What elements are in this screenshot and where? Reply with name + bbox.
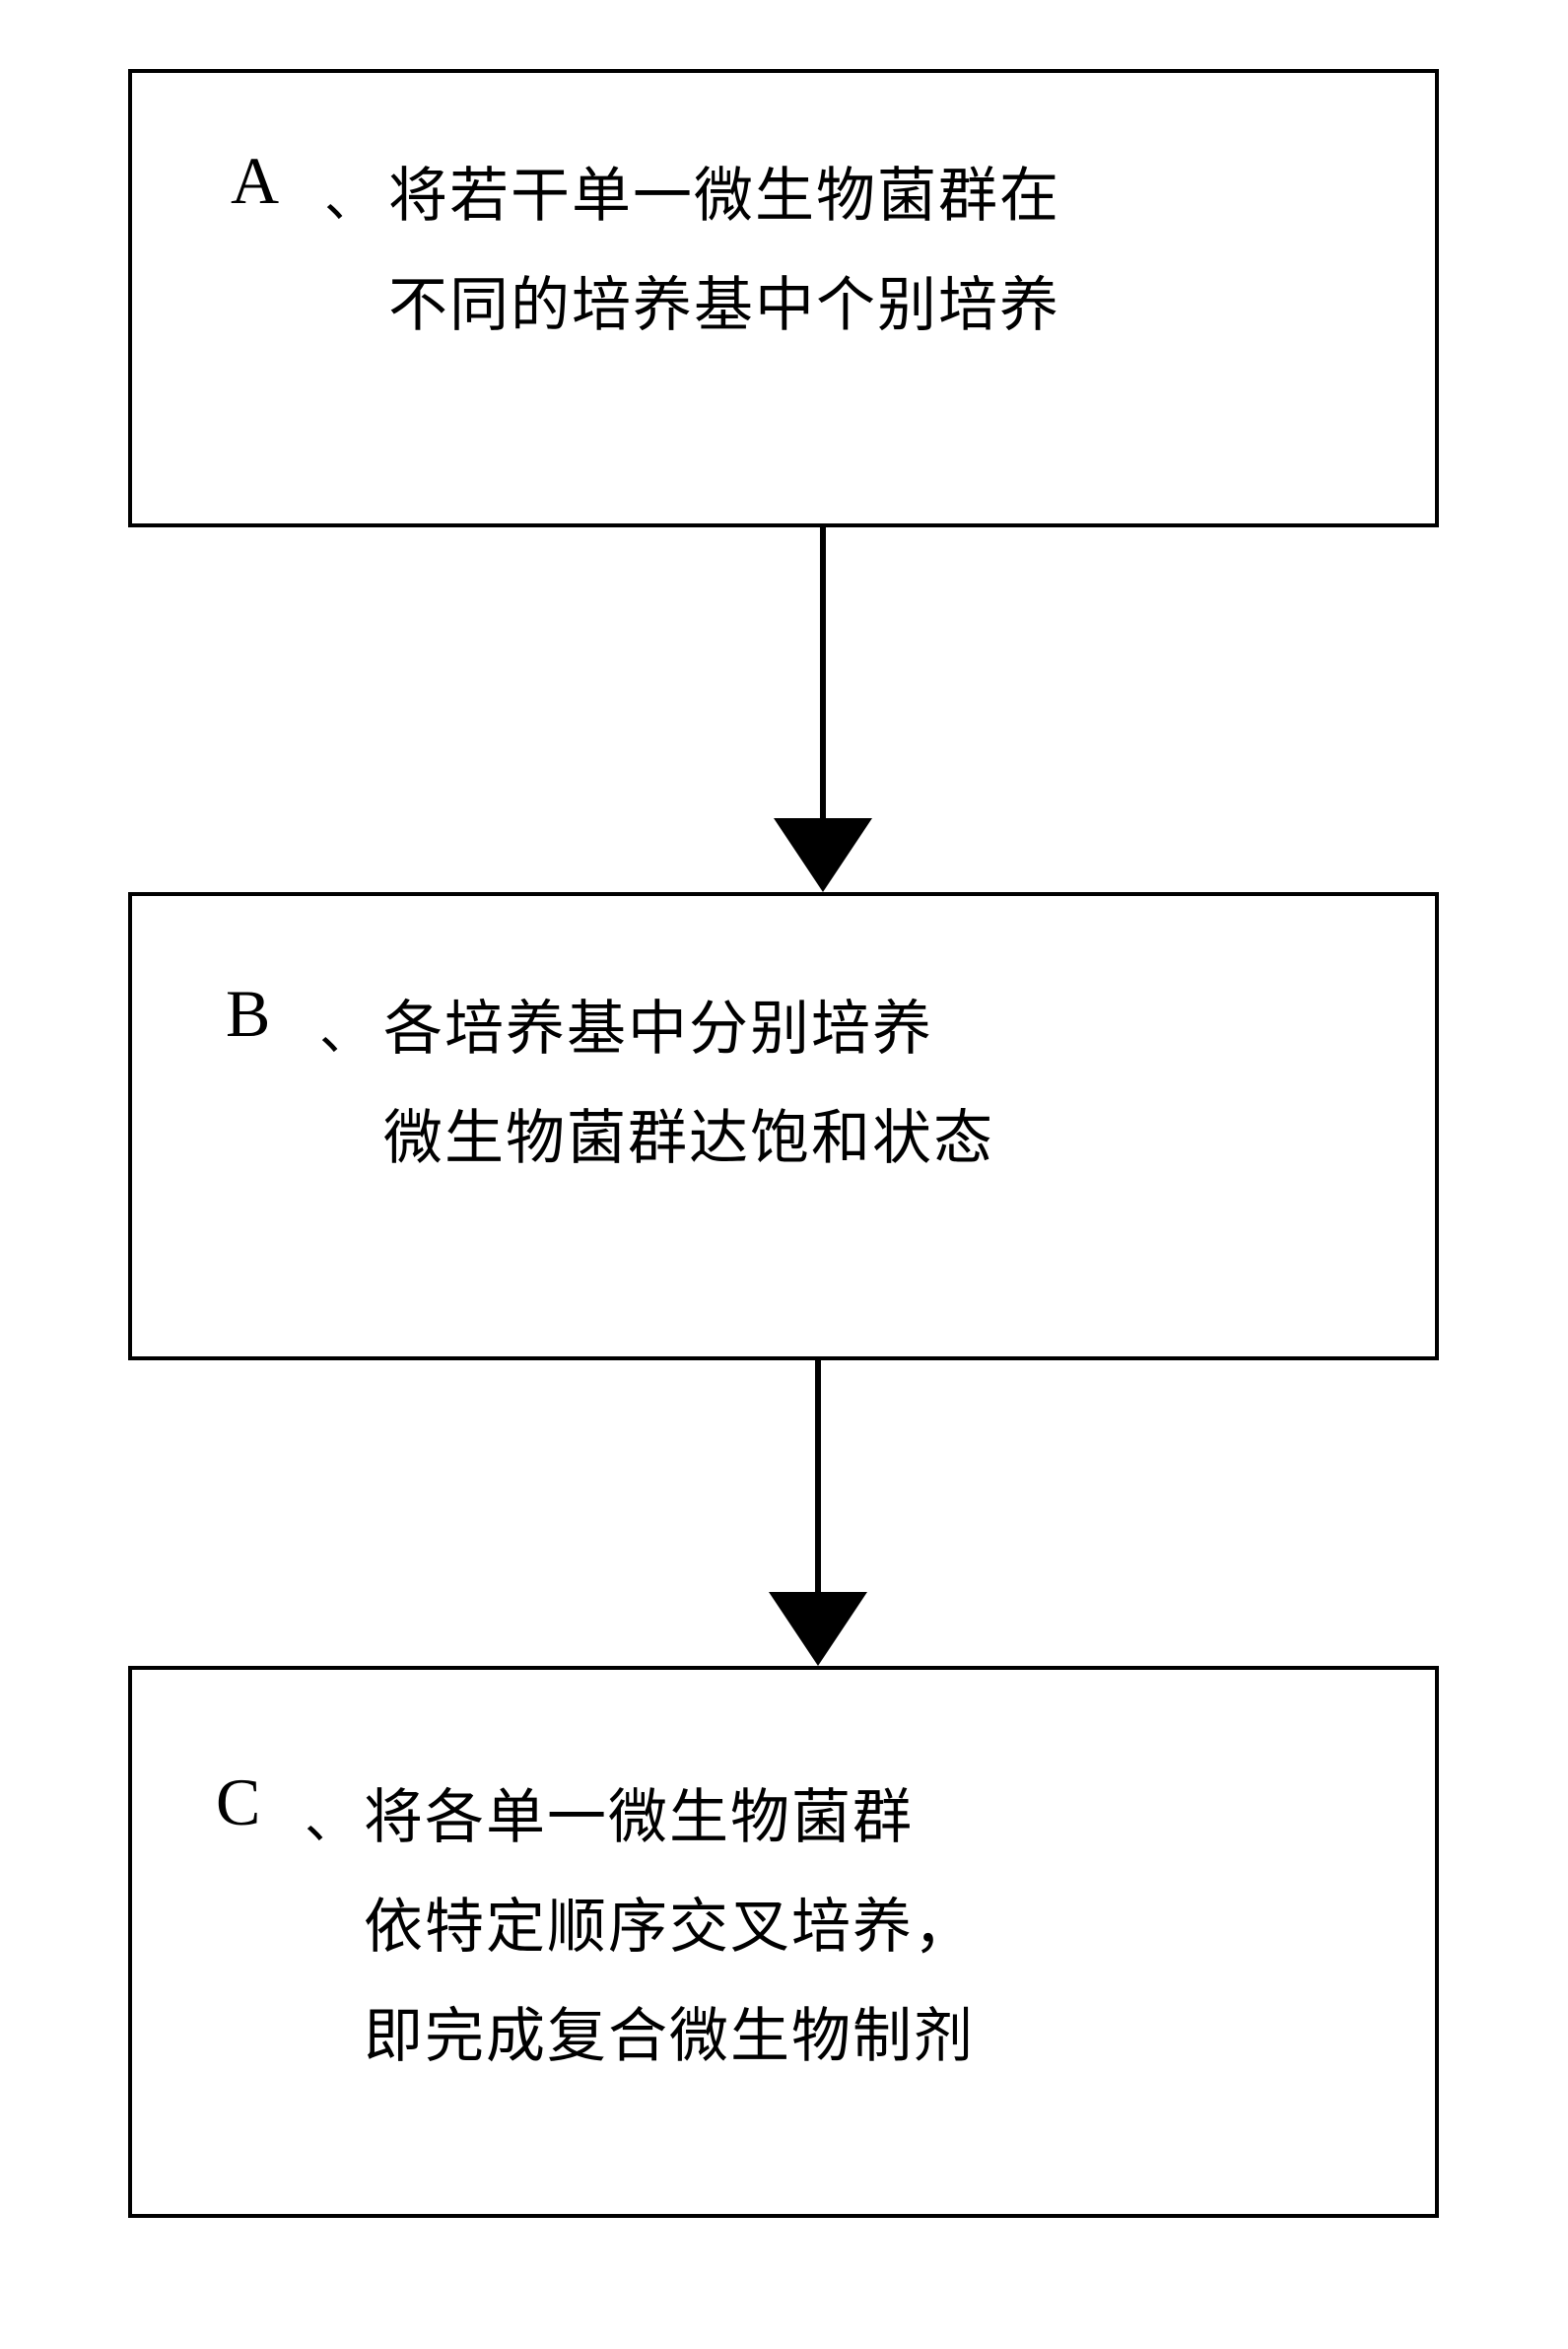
step-separator-b: 、 [319, 987, 373, 1065]
step-c-line1: 将各单一微生物菌群 [364, 1763, 975, 1873]
step-a-line2: 不同的培养基中个别培养 [388, 251, 1060, 361]
arrow-a-to-b [168, 527, 1478, 892]
step-b-line2: 微生物菌群达饱和状态 [383, 1084, 994, 1194]
arrow-head-icon [774, 818, 872, 892]
step-c-line3: 即完成复合微生物制剂 [364, 1982, 975, 2092]
step-text-c: 将各单一微生物菌群 依特定顺序交叉培养， 即完成复合微生物制剂 [364, 1763, 975, 2092]
step-label-b: B [226, 975, 270, 1053]
step-separator-a: 、 [324, 154, 377, 232]
arrow-shaft [815, 1360, 821, 1592]
step-text-a: 将若干单一微生物菌群在 不同的培养基中个别培养 [388, 142, 1060, 361]
step-a-line1: 将若干单一微生物菌群在 [388, 142, 1060, 251]
arrow-shaft [820, 527, 826, 818]
flow-step-a: A 、 将若干单一微生物菌群在 不同的培养基中个别培养 [128, 69, 1439, 527]
arrow-b-to-c [163, 1360, 1473, 1666]
step-label-c: C [216, 1763, 260, 1841]
step-label-a: A [231, 142, 279, 220]
step-text-b: 各培养基中分别培养 微生物菌群达饱和状态 [383, 975, 994, 1194]
step-separator-c: 、 [305, 1775, 358, 1853]
flowchart-container: A 、 将若干单一微生物菌群在 不同的培养基中个别培养 B 、 各培养基中分别培… [128, 69, 1439, 2218]
step-c-line2: 依特定顺序交叉培养， [364, 1873, 975, 1982]
flow-step-b: B 、 各培养基中分别培养 微生物菌群达饱和状态 [128, 892, 1439, 1360]
step-b-line1: 各培养基中分别培养 [383, 975, 994, 1084]
arrow-head-icon [769, 1592, 867, 1666]
flow-step-c: C 、 将各单一微生物菌群 依特定顺序交叉培养， 即完成复合微生物制剂 [128, 1666, 1439, 2218]
